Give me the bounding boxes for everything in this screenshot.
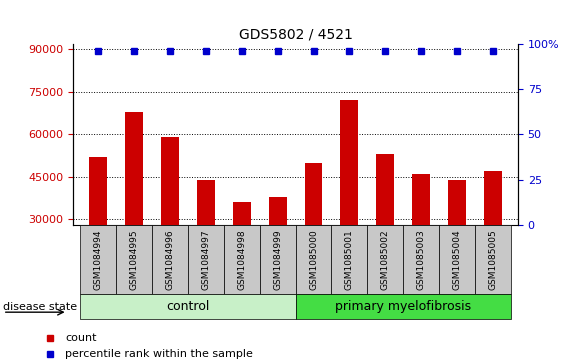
Bar: [81, 225, 116, 294]
Text: primary myelofibrosis: primary myelofibrosis: [335, 300, 471, 313]
Bar: [296, 294, 511, 319]
Text: GSM1084996: GSM1084996: [166, 229, 175, 290]
Bar: [376, 154, 394, 305]
Bar: [224, 225, 260, 294]
Text: GSM1084998: GSM1084998: [237, 229, 246, 290]
Text: GSM1085003: GSM1085003: [417, 229, 426, 290]
Text: count: count: [65, 333, 97, 343]
Bar: [233, 203, 251, 305]
Bar: [161, 137, 179, 305]
Bar: [332, 225, 367, 294]
Bar: [188, 225, 224, 294]
Bar: [305, 163, 323, 305]
Bar: [125, 112, 143, 305]
Bar: [116, 225, 152, 294]
Bar: [448, 180, 466, 305]
Text: GSM1085001: GSM1085001: [345, 229, 354, 290]
Bar: [269, 197, 287, 305]
Text: GSM1085005: GSM1085005: [488, 229, 497, 290]
Text: disease state: disease state: [3, 302, 77, 312]
Text: GSM1084999: GSM1084999: [273, 229, 282, 290]
Text: GSM1084995: GSM1084995: [129, 229, 138, 290]
Bar: [439, 225, 475, 294]
Text: GSM1085000: GSM1085000: [309, 229, 318, 290]
Text: GSM1085004: GSM1085004: [453, 229, 462, 290]
Text: control: control: [166, 300, 209, 313]
Bar: [403, 225, 439, 294]
Bar: [475, 225, 511, 294]
Text: GSM1084994: GSM1084994: [94, 229, 103, 290]
Bar: [260, 225, 296, 294]
Bar: [197, 180, 215, 305]
Text: percentile rank within the sample: percentile rank within the sample: [65, 348, 253, 359]
Bar: [296, 225, 332, 294]
Bar: [412, 174, 430, 305]
Bar: [367, 225, 403, 294]
Bar: [90, 157, 108, 305]
Bar: [341, 100, 358, 305]
Title: GDS5802 / 4521: GDS5802 / 4521: [239, 27, 352, 41]
Bar: [81, 294, 296, 319]
Bar: [484, 171, 502, 305]
Text: GSM1084997: GSM1084997: [202, 229, 211, 290]
Bar: [152, 225, 188, 294]
Text: GSM1085002: GSM1085002: [381, 229, 390, 290]
